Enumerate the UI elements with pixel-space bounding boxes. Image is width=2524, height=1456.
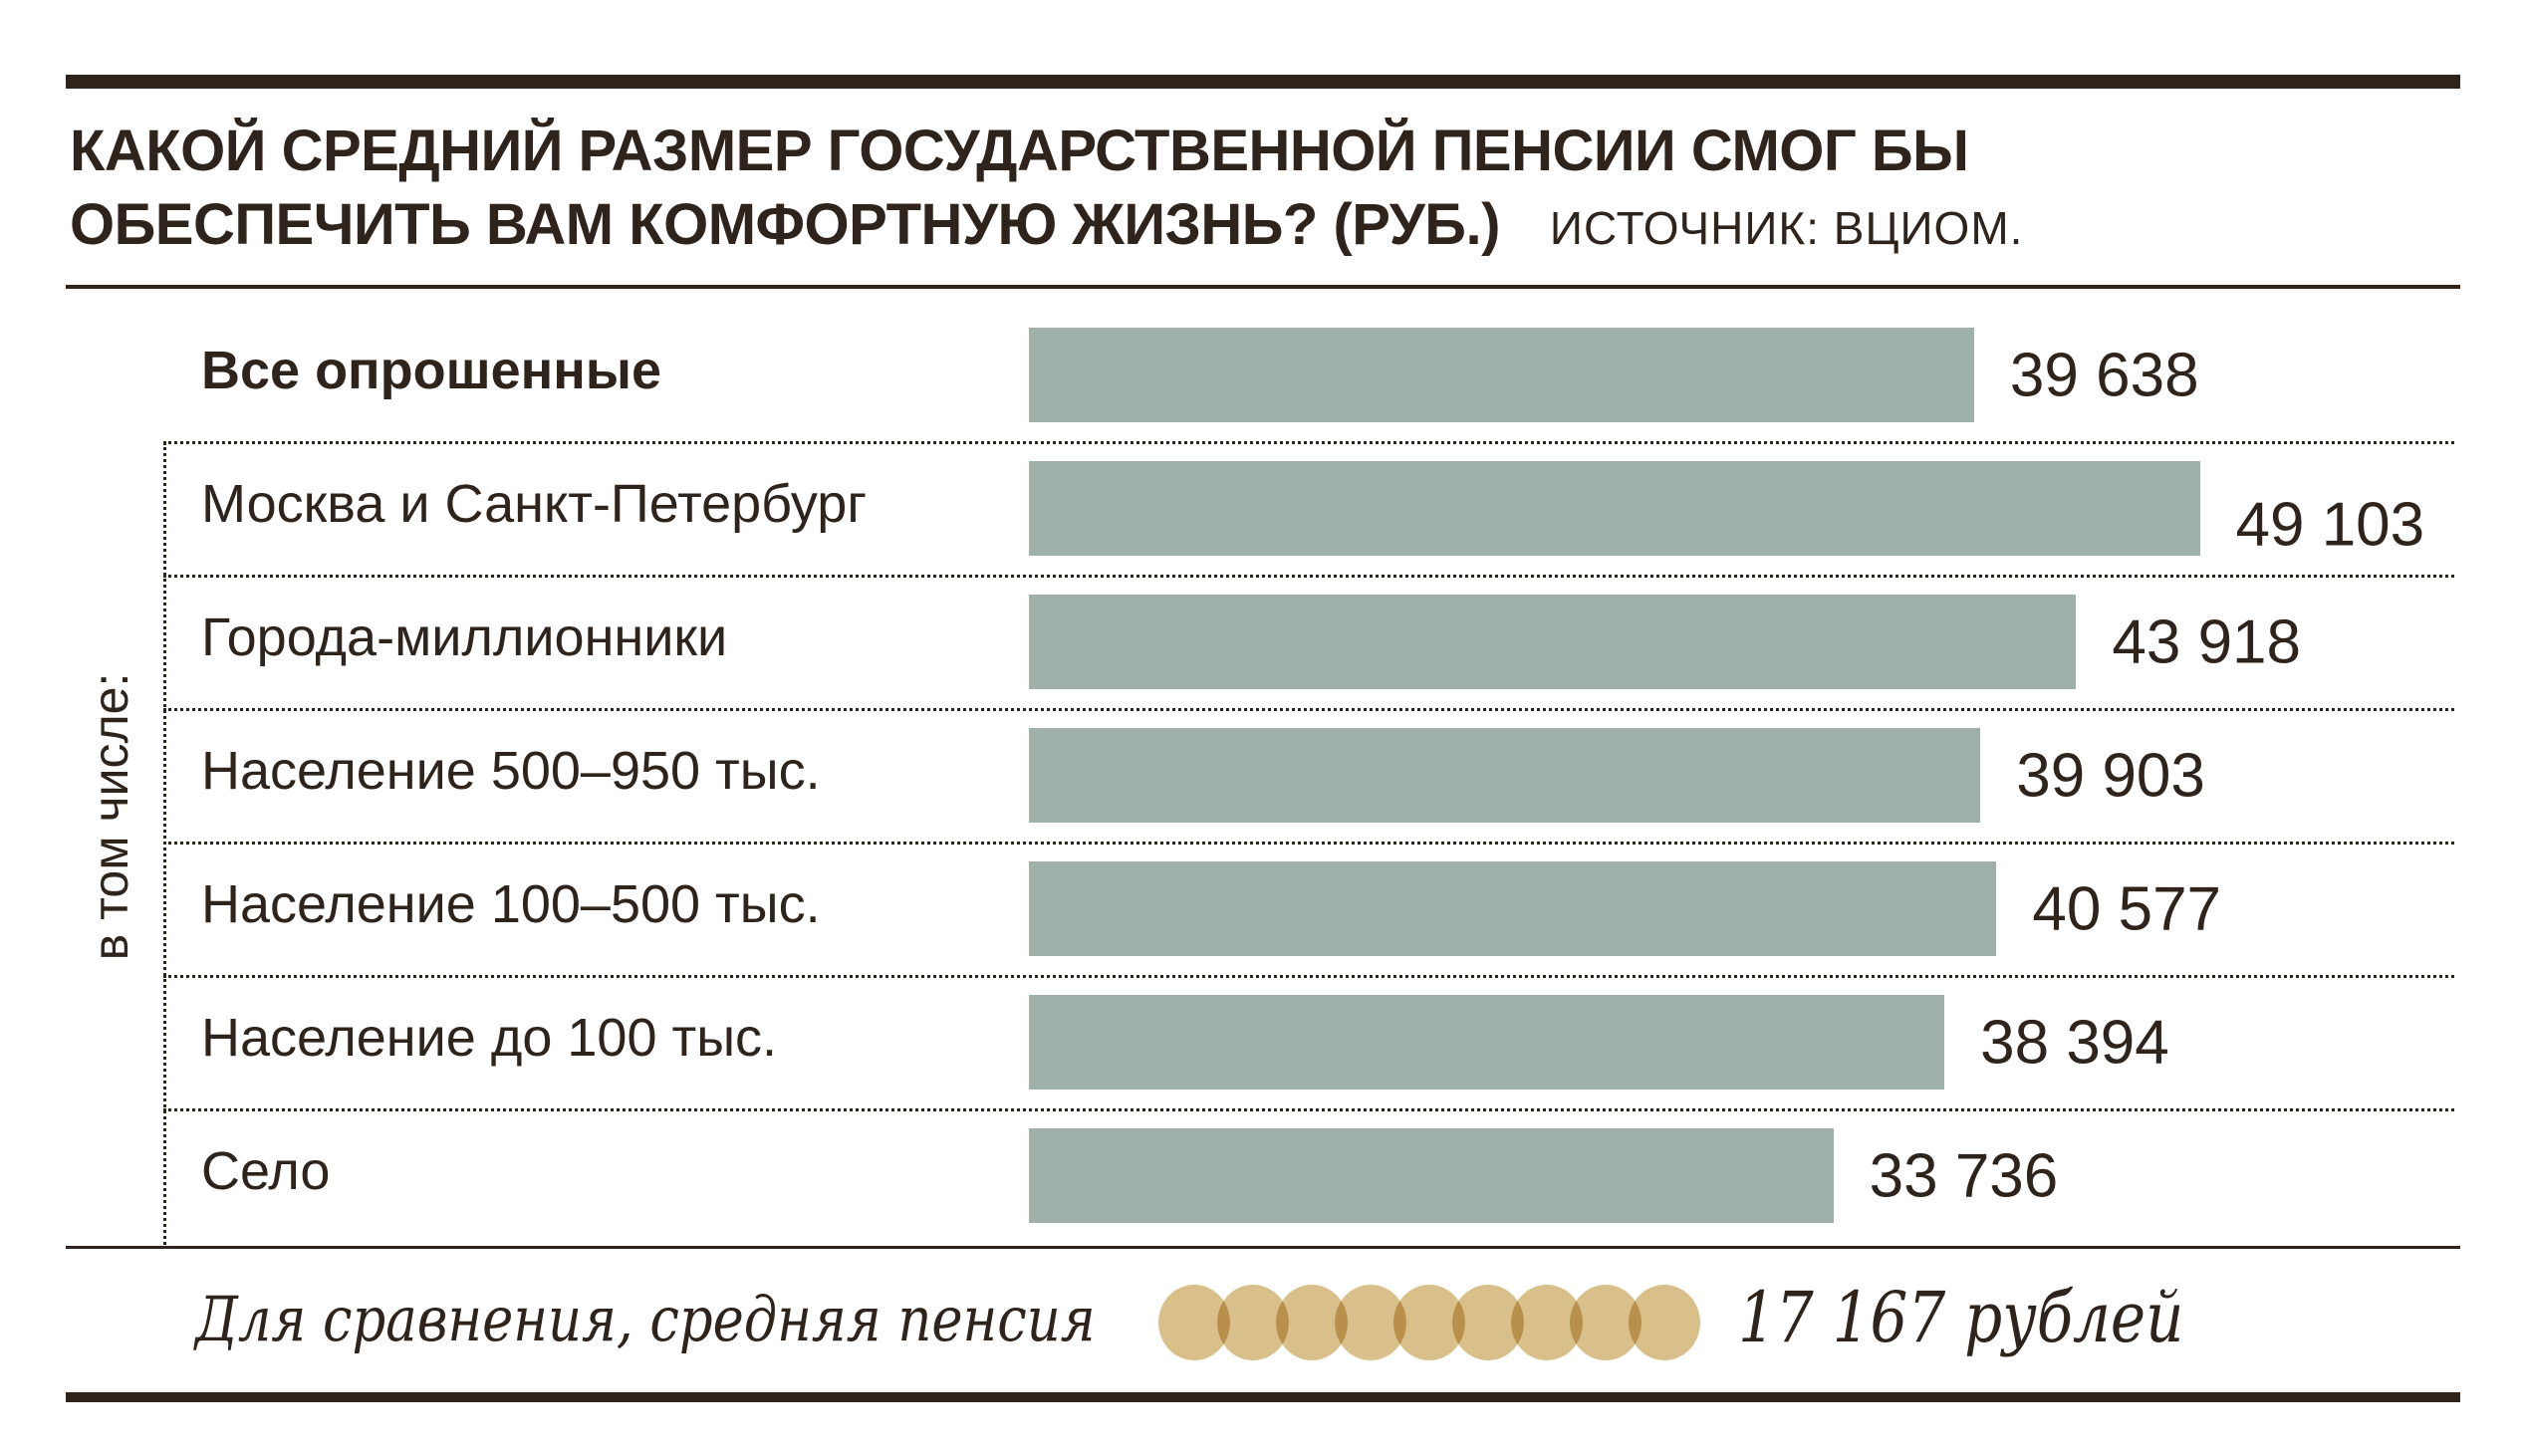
category-label: Население 500–950 тыс. (201, 741, 821, 802)
value-label: 40 577 (2032, 874, 2222, 944)
category-label: Все опрошенные (201, 341, 662, 401)
value-label: 39 638 (2009, 341, 2199, 410)
bar-row: Село 33 736 (0, 1109, 2524, 1243)
category-label: Города-миллионники (201, 607, 728, 668)
top-rule (66, 75, 2460, 89)
value-label: 33 736 (1869, 1141, 2059, 1211)
footer-rule (66, 1392, 2460, 1402)
row-divider (163, 842, 2454, 845)
category-label: Население до 100 тыс. (201, 1008, 778, 1069)
footer-text: Для сравнения, средняя пенсия (195, 1283, 1096, 1355)
chart-title: КАКОЙ СРЕДНИЙ РАЗМЕР ГОСУДАРСТВЕННОЙ ПЕН… (70, 115, 2023, 265)
group-bracket (163, 442, 166, 1245)
bar-row: Города-миллионники 43 918 (0, 576, 2524, 709)
coin-stack-icon (1158, 1285, 1706, 1360)
bar (1029, 995, 1945, 1090)
bar-row: Население 500–950 тыс. 39 903 (0, 709, 2524, 843)
value-label: 49 103 (2235, 490, 2425, 560)
bar-row: Население до 100 тыс. 38 394 (0, 976, 2524, 1109)
value-label: 39 903 (2016, 741, 2205, 811)
source-note: ИСТОЧНИК: ВЦИОМ. (1549, 202, 2024, 254)
bar-row: Москва и Санкт-Петербург 49 103 (0, 442, 2524, 576)
bar (1029, 861, 1997, 956)
row-divider (163, 1108, 2454, 1111)
bar (1029, 461, 2200, 556)
footer-value: 17 167 рублей (1738, 1277, 2184, 1358)
group-label: в том числе: (83, 672, 138, 961)
category-label: Село (201, 1141, 331, 1202)
bar-row: Население 100–500 тыс. 40 577 (0, 843, 2524, 976)
row-divider (163, 441, 2454, 444)
row-divider (163, 575, 2454, 578)
title-rule (66, 285, 2460, 289)
bar (1029, 1128, 1834, 1223)
bar (1029, 728, 1981, 823)
bar-row: Все опрошенные 39 638 (0, 309, 2524, 442)
bottom-rule (66, 1246, 2460, 1249)
bar (1029, 328, 1974, 422)
title-line-2: ОБЕСПЕЧИТЬ ВАМ КОМФОРТНУЮ ЖИЗНЬ? (РУБ.) И… (70, 192, 2024, 257)
value-label: 43 918 (2112, 607, 2302, 677)
category-label: Население 100–500 тыс. (201, 874, 821, 935)
value-label: 38 394 (1980, 1008, 2169, 1078)
row-divider (163, 975, 2454, 978)
title-line-1: КАКОЙ СРЕДНИЙ РАЗМЕР ГОСУДАРСТВЕННОЙ ПЕН… (70, 119, 1969, 183)
category-label: Москва и Санкт-Петербург (201, 474, 868, 535)
bar (1029, 595, 2077, 689)
coin-icon (1629, 1285, 1700, 1360)
row-divider (163, 708, 2454, 711)
